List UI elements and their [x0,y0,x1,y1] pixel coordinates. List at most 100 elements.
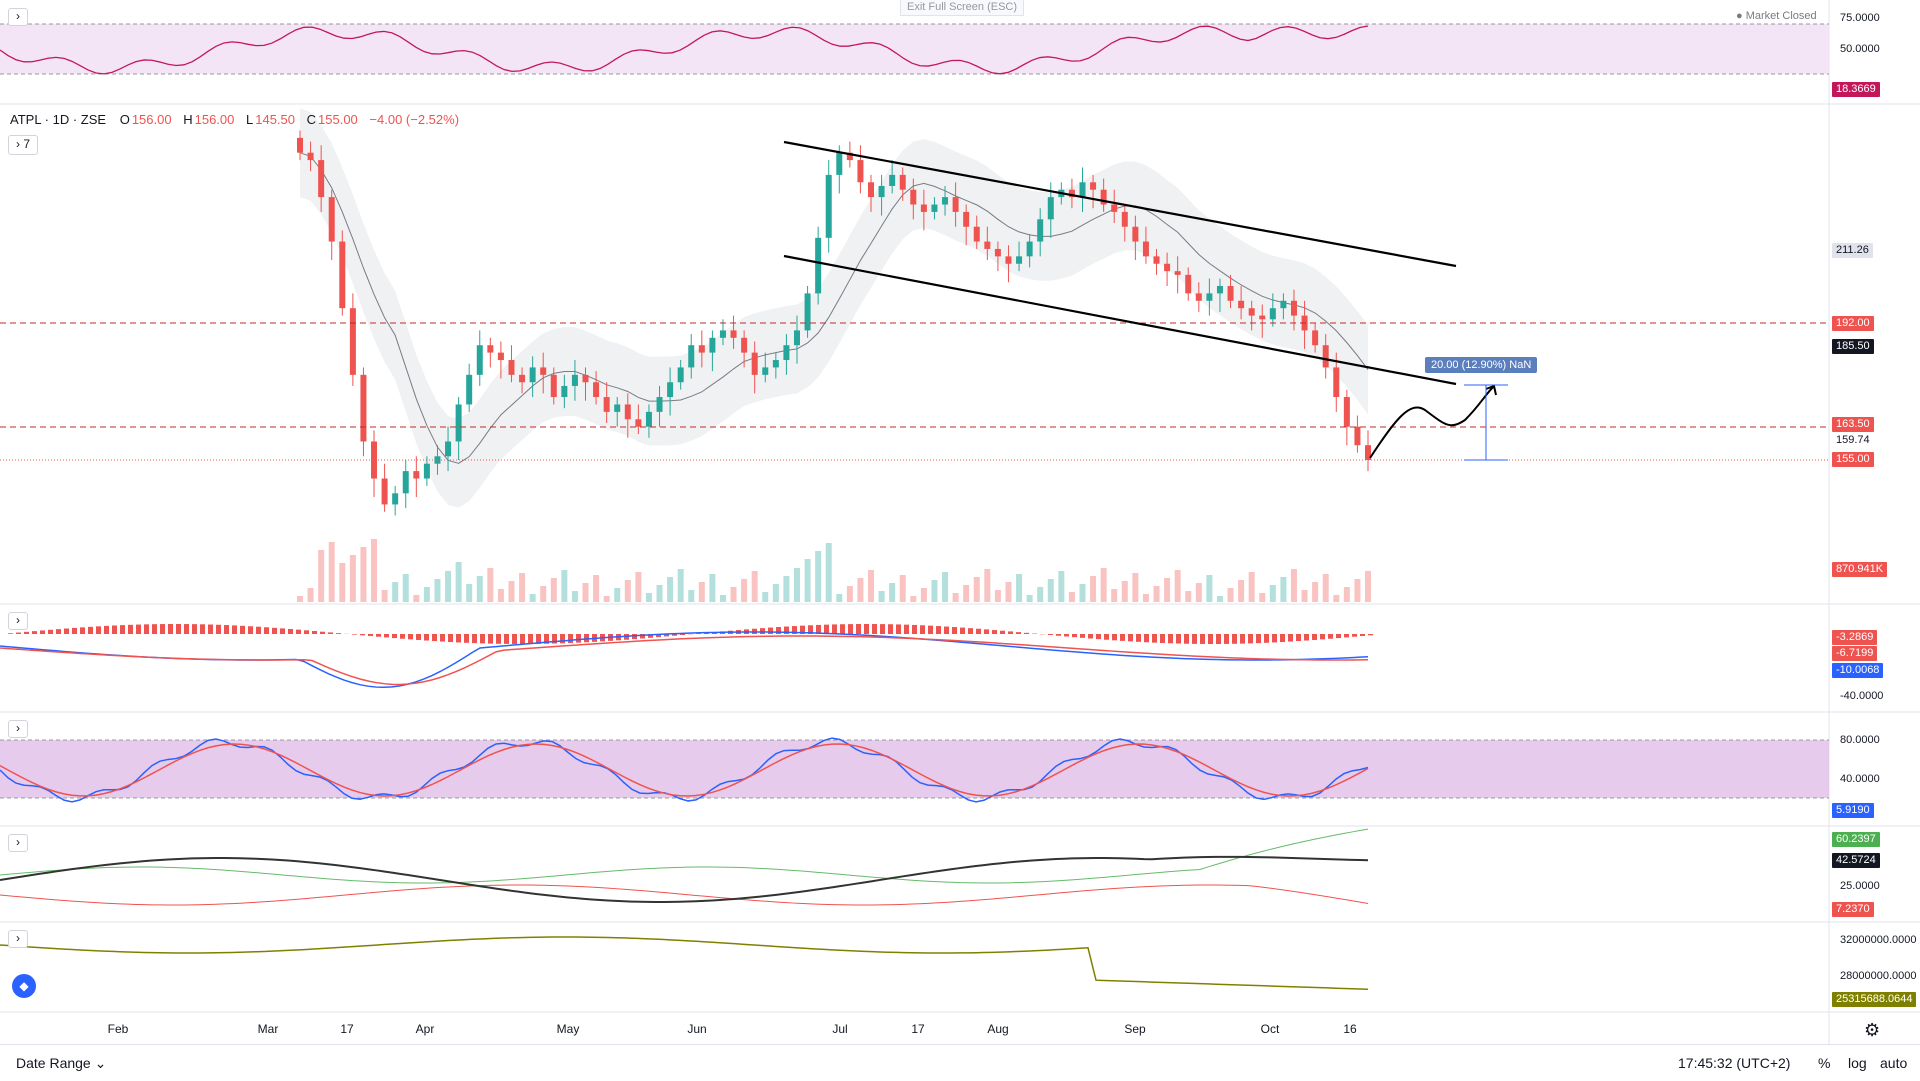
macd-histogram-bar [360,634,365,635]
bottom-toolbar: Date Range ⌄ 17:45:32 (UTC+2) % log auto [0,1044,1920,1081]
candle [646,412,652,427]
stoch-pane-toggle[interactable]: › [8,720,28,738]
stoch-last-tag: 5.9190 [1832,803,1874,818]
macd-pane-toggle[interactable]: › [8,612,28,630]
candle [699,345,705,352]
indicators-toggle[interactable]: › 7 [8,135,38,155]
macd-histogram-bar [1360,634,1365,636]
date-range-button[interactable]: Date Range ⌄ [16,1055,106,1072]
candle [561,386,567,397]
candle [752,353,758,375]
macd-histogram-bar [472,634,477,643]
volume-bar [921,588,927,602]
time-axis-label: Aug [987,1022,1008,1036]
time-axis-label: Apr [416,1022,435,1036]
macd-histogram-bar [336,633,341,634]
macd-histogram-bar [896,624,901,634]
projection-curve[interactable] [1370,386,1494,458]
volume-bar [1037,587,1043,602]
macd-histogram-bar [1328,634,1333,639]
candle [350,308,356,375]
macd-axis-min: -40.0000 [1840,690,1883,702]
exit-fullscreen-button[interactable]: Exit Full Screen (ESC) [900,0,1024,16]
macd-histogram-bar [280,628,285,634]
price-axis-tag: 159.74 [1832,433,1874,448]
macd-histogram-bar [32,631,37,634]
macd-histogram-bar [856,624,861,634]
macd-histogram-bar [840,624,845,634]
macd-histogram-bar [1312,634,1317,640]
macd-histogram-bar [576,634,581,643]
macd-histogram-bar [384,634,389,637]
macd-histogram-bar [1320,634,1325,639]
volume-bar [519,573,525,602]
tradingview-logo-icon[interactable]: ◆ [12,974,36,998]
volume-bar [329,542,335,602]
candle [953,197,959,212]
macd-histogram-bar [880,624,885,634]
adx-line [0,857,1368,902]
dmi-pane-toggle[interactable]: › [8,834,28,852]
macd-histogram-bar [1000,631,1005,634]
candle [635,419,641,426]
candle [1037,219,1043,241]
macd-histogram-bar [400,634,405,639]
macd-histogram-bar [1296,634,1301,641]
obv-pane-toggle[interactable]: › [8,930,28,948]
time-axis-label: Mar [258,1022,279,1036]
price-axis-tag: 192.00 [1832,316,1874,331]
candle [910,190,916,205]
rsi-pane-toggle[interactable]: › [8,8,28,26]
volume-bar [910,596,916,602]
stoch-band [0,740,1829,798]
candle [678,367,684,382]
volume-bar [1090,576,1096,602]
macd-histogram-bar [1112,634,1117,640]
volume-bar [1005,582,1011,602]
macd-histogram-bar [1008,631,1013,634]
candle [720,330,726,337]
volume-bar [879,591,885,602]
candle [1206,293,1212,300]
macd-histogram-bar [976,629,981,634]
candle [371,441,377,478]
macd-histogram-bar [1128,634,1133,641]
macd-histogram-bar [1136,634,1141,642]
candle [995,249,1001,256]
macd-histogram-bar [456,634,461,642]
macd-histogram-bar [1216,634,1221,644]
candle [297,138,303,153]
volume-bar [1027,595,1033,602]
candle [424,464,430,479]
macd-histogram-bar [464,634,469,643]
candle [1016,256,1022,263]
macd-histogram-bar [184,624,189,634]
candle [392,493,398,504]
macd-histogram-bar [192,624,197,634]
symbol-label[interactable]: ATPL · 1D · ZSE [10,112,106,127]
macd-histogram-bar [72,628,77,634]
volume-bar [699,582,705,602]
macd-histogram-bar [296,630,301,634]
volume-bar [709,574,715,602]
candle [1048,197,1054,219]
candle [1344,397,1350,427]
candle [1354,427,1360,446]
clock[interactable]: 17:45:32 (UTC+2) [1678,1055,1790,1071]
macd-histogram-bar [504,634,509,644]
volume-bar [836,594,842,602]
volume-bar [731,587,737,602]
gear-icon[interactable]: ⚙ [1864,1020,1880,1041]
candle [783,345,789,360]
log-scale-button[interactable]: log [1848,1055,1867,1071]
macd-histogram-bar [872,624,877,634]
macd-histogram-bar [304,630,309,634]
macd-histogram-bar [1272,634,1277,642]
macd-histogram-bar [328,632,333,634]
percent-scale-button[interactable]: % [1818,1055,1830,1071]
auto-scale-button[interactable]: auto [1880,1055,1907,1071]
volume-bar [720,595,726,602]
macd-histogram-bar [288,629,293,634]
macd-histogram-bar [112,625,117,634]
